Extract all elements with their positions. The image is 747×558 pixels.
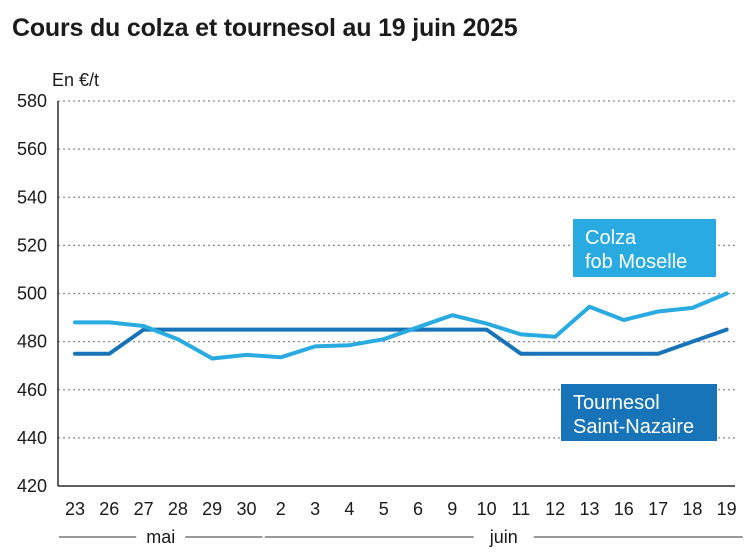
y-tick-label: 420 [17, 476, 47, 496]
y-tick-label: 440 [17, 428, 47, 448]
x-tick-label: 17 [648, 499, 668, 519]
y-tick-labels: 420 440 460 480 500 520 540 560 580 [17, 91, 47, 496]
series-label-text: Tournesol [573, 392, 660, 414]
month-label: juin [489, 527, 518, 547]
x-tick-label: 29 [202, 499, 222, 519]
y-tick-label: 480 [17, 332, 47, 352]
series-line-0 [73, 291, 729, 361]
x-tick-label: 18 [682, 499, 702, 519]
x-tick-label: 6 [413, 499, 423, 519]
x-tick-label: 3 [310, 499, 320, 519]
x-tick-label: 5 [379, 499, 389, 519]
y-tick-label: 460 [17, 380, 47, 400]
y-tick-label: 580 [17, 91, 47, 111]
x-tick-label: 26 [99, 499, 119, 519]
y-tick-label: 500 [17, 284, 47, 304]
x-tick-label: 28 [168, 499, 188, 519]
month-groups: mai juin [59, 527, 743, 547]
x-tick-label: 12 [545, 499, 565, 519]
x-tick-label: 4 [344, 499, 354, 519]
y-tick-label: 560 [17, 139, 47, 159]
x-tick-label: 10 [477, 499, 497, 519]
series-label-box [561, 384, 717, 441]
x-tick-label: 2 [276, 499, 286, 519]
series-label-text: fob Moselle [585, 251, 687, 273]
x-tick-label: 23 [65, 499, 85, 519]
series-lines [73, 291, 729, 361]
x-tick-label: 16 [614, 499, 634, 519]
chart-title: Cours du colza et tournesol au 19 juin 2… [12, 14, 518, 42]
y-tick-label: 520 [17, 235, 47, 255]
series-label-text: Saint-Nazaire [573, 416, 694, 438]
series-line-1 [73, 327, 729, 356]
x-tick-labels: 23 26 27 28 29 30 2 3 4 5 6 9 10 11 12 13 16 17 18 19 [65, 499, 737, 519]
month-label: mai [146, 527, 175, 547]
x-tick-label: 19 [717, 499, 737, 519]
x-tick-label: 27 [134, 499, 154, 519]
axes [57, 101, 735, 487]
x-tick-label: 9 [447, 499, 457, 519]
series-label-text: Colza [585, 227, 637, 249]
x-tick-label: 30 [236, 499, 256, 519]
x-tick-label: 11 [512, 499, 531, 519]
x-tick-label: 13 [579, 499, 599, 519]
y-axis-unit-label: En €/t [52, 70, 99, 90]
y-tick-label: 540 [17, 187, 47, 207]
series-label-box [573, 219, 716, 277]
